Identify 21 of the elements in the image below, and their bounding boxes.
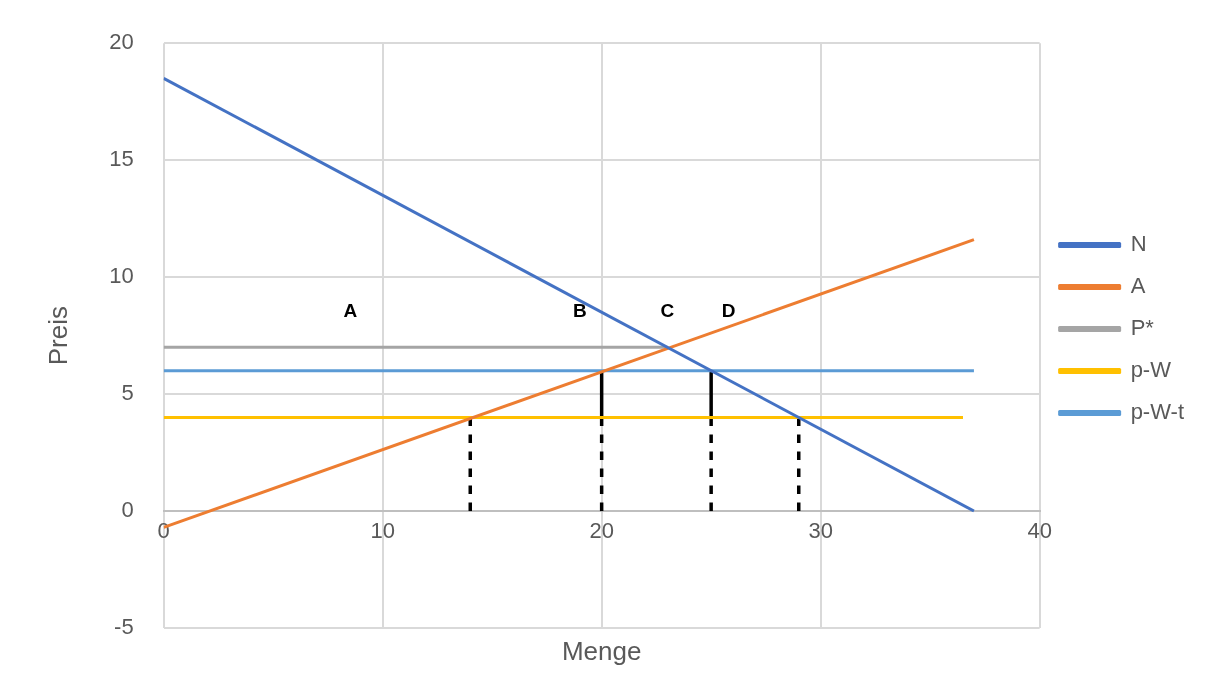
x-tick-label: 10 <box>370 518 395 544</box>
y-tick-label: 20 <box>109 29 134 55</box>
y-tick-label: 0 <box>121 497 134 523</box>
y-tick-label: 5 <box>121 380 134 406</box>
x-axis-title: Menge <box>561 636 642 667</box>
legend-label: N <box>1130 231 1147 257</box>
legend-label: p-W-t <box>1130 399 1185 425</box>
annotation: B <box>572 300 587 322</box>
y-tick-label: 15 <box>109 146 134 172</box>
y-tick-label: -5 <box>114 614 134 640</box>
y-tick-label: 10 <box>109 263 134 289</box>
x-tick-label: 20 <box>589 518 614 544</box>
legend-label: P* <box>1130 315 1155 341</box>
x-tick-label: 40 <box>1027 518 1052 544</box>
y-axis-title: Preis <box>42 305 73 366</box>
annotation: A <box>343 300 358 322</box>
legend-label: p-W <box>1130 357 1172 383</box>
x-tick-label: 30 <box>808 518 833 544</box>
legend-label: A <box>1130 273 1146 299</box>
annotation: C <box>660 300 675 322</box>
annotation: D <box>721 300 736 322</box>
